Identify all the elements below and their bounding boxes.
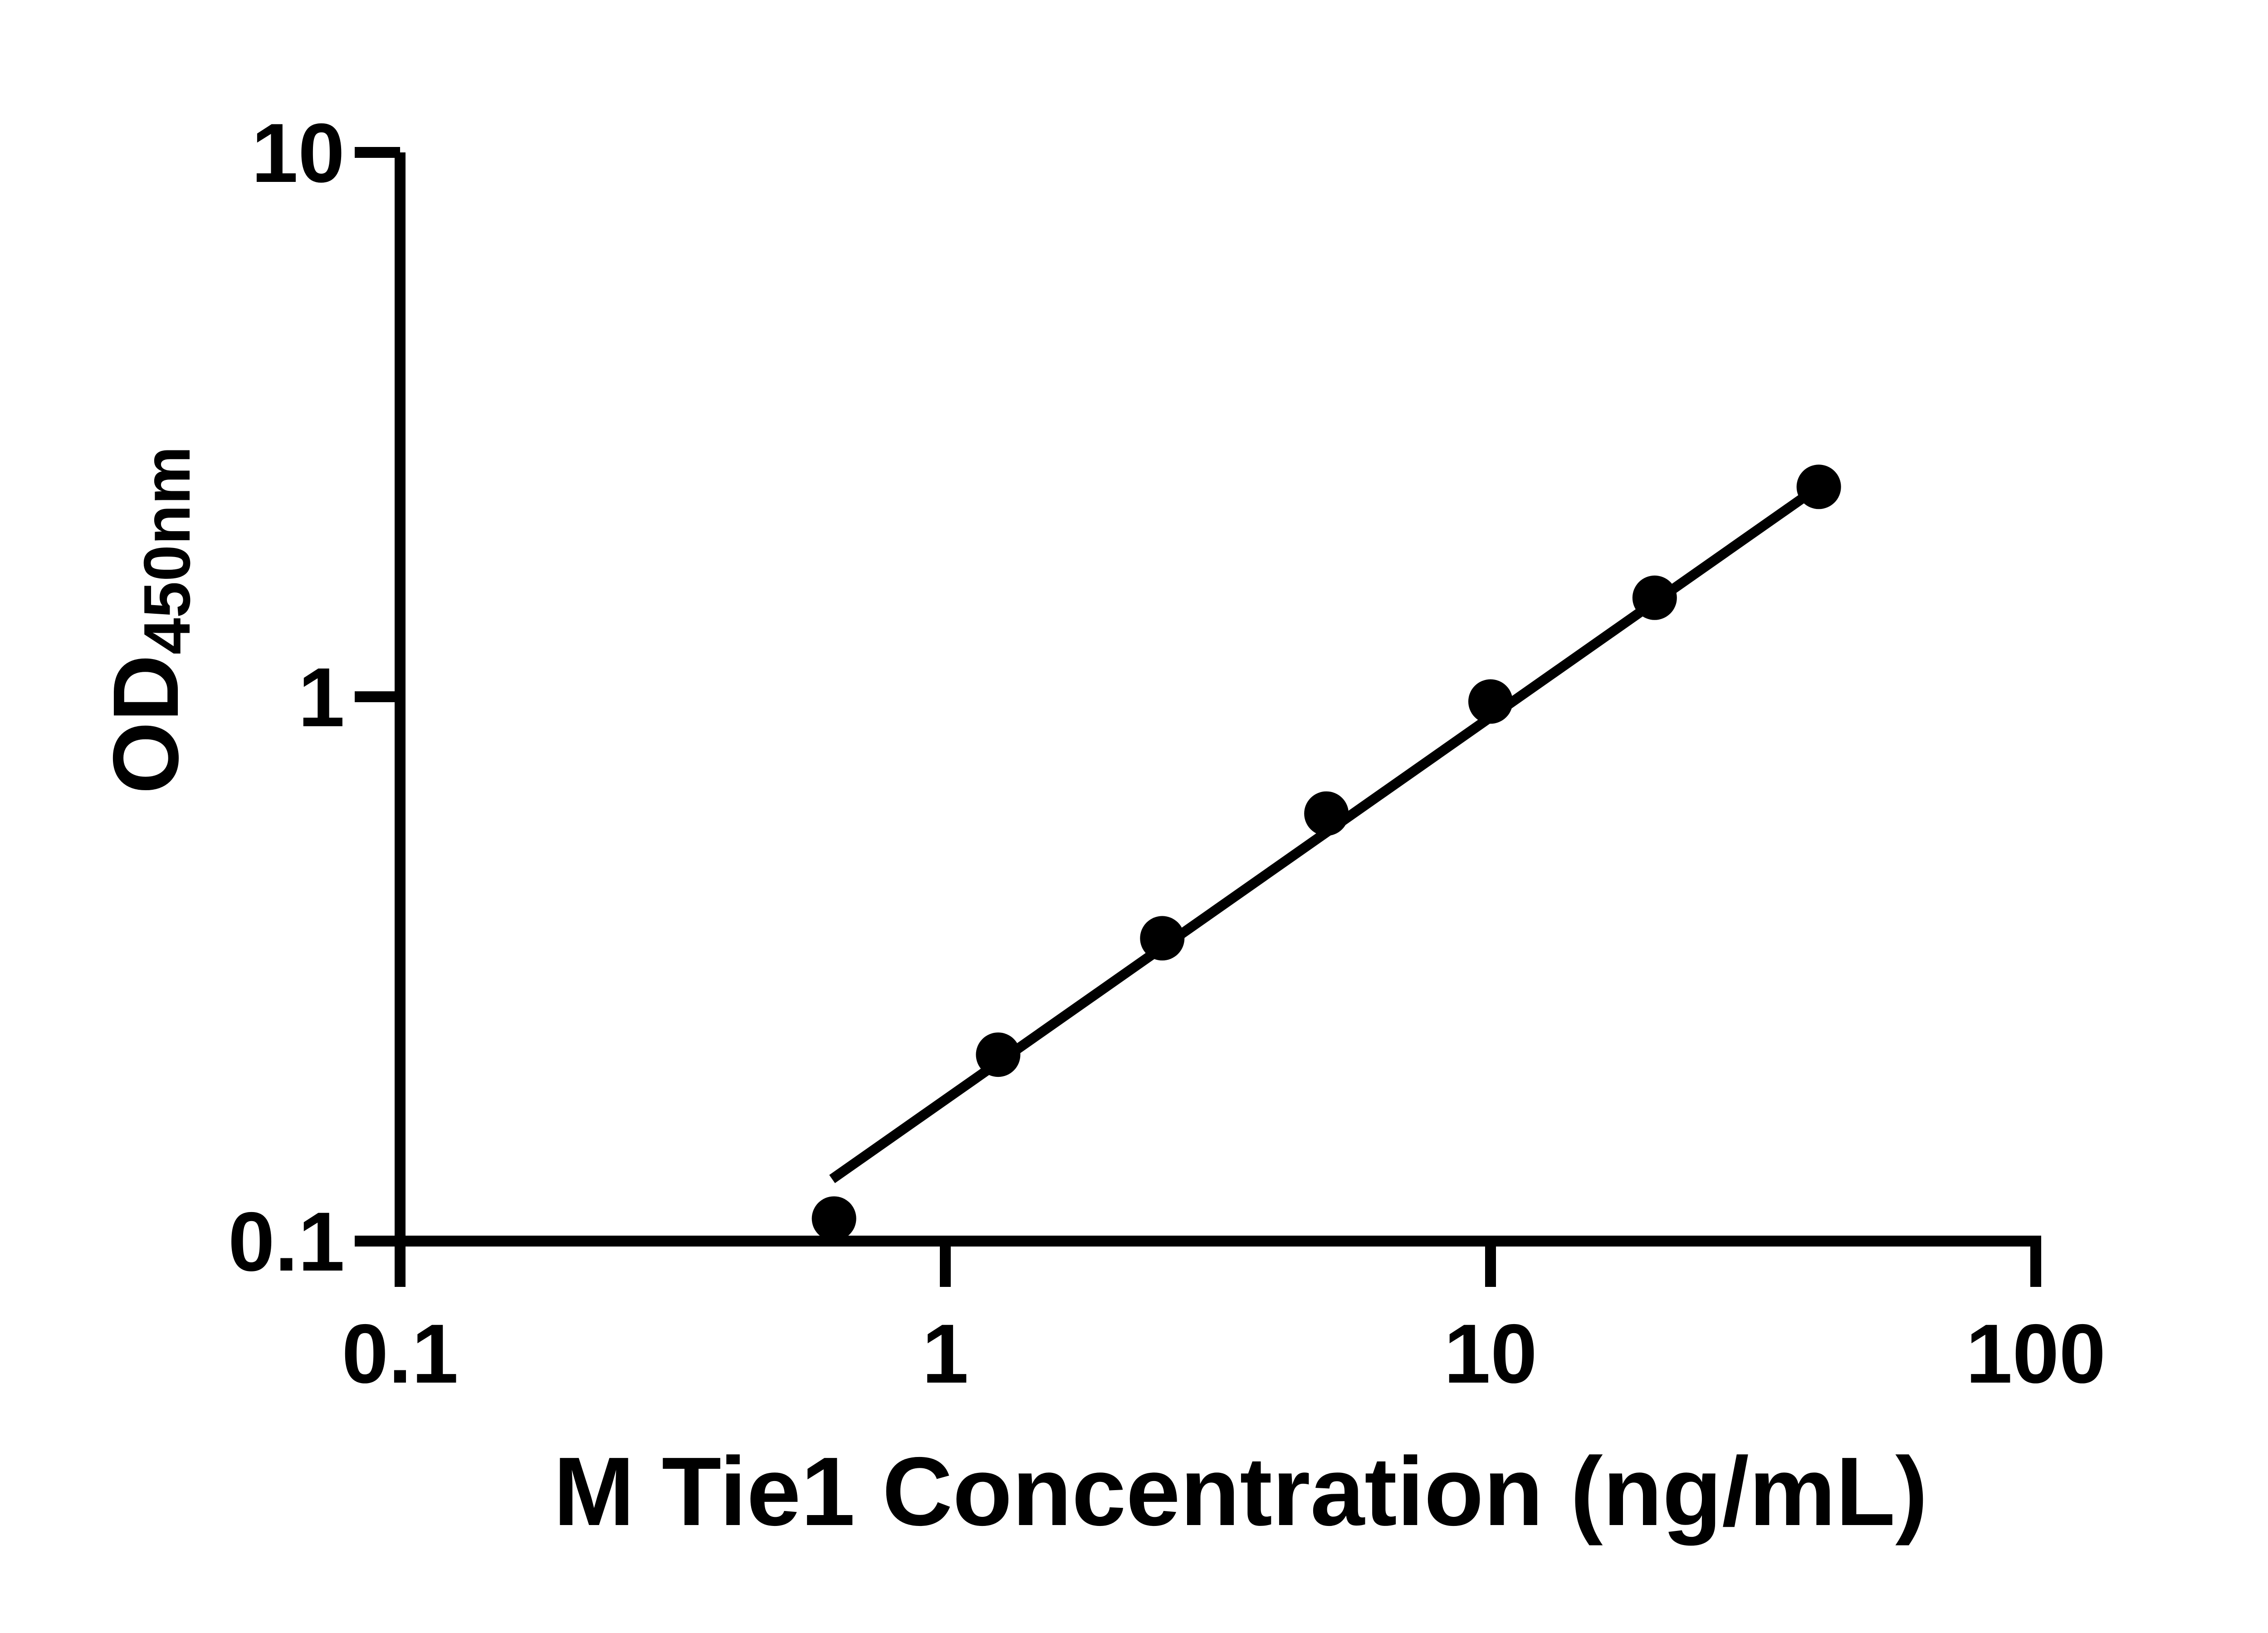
y-axis-title: OD450nm <box>94 446 204 794</box>
axis-ticks <box>355 147 2041 1287</box>
x-tick-label: 100 <box>1966 1307 2106 1401</box>
data-point <box>1140 916 1185 961</box>
data-point <box>1632 575 1677 620</box>
x-axis-title: M Tie1 Concentration (ng/mL) <box>553 1437 1928 1546</box>
y-axis-title-main: OD <box>94 655 198 794</box>
data-point <box>1796 464 1841 509</box>
data-point <box>1304 791 1349 836</box>
x-tick-label: 0.1 <box>342 1307 458 1401</box>
tick-labels: 0.1 1 10 0.1 1 10 100 <box>228 107 2106 1401</box>
axes <box>395 152 2041 1287</box>
y-tick-label: 0.1 <box>228 1195 345 1289</box>
y-tick-label: 10 <box>251 107 345 200</box>
y-tick-label: 1 <box>298 651 345 744</box>
data-point <box>976 1032 1021 1077</box>
y-axis-title-subscript: 450nm <box>130 446 204 655</box>
x-tick-label: 10 <box>1444 1307 1537 1401</box>
data-point <box>1468 679 1513 724</box>
x-tick-label: 1 <box>922 1307 969 1401</box>
plot-area <box>811 464 1841 1241</box>
data-point <box>811 1196 856 1241</box>
